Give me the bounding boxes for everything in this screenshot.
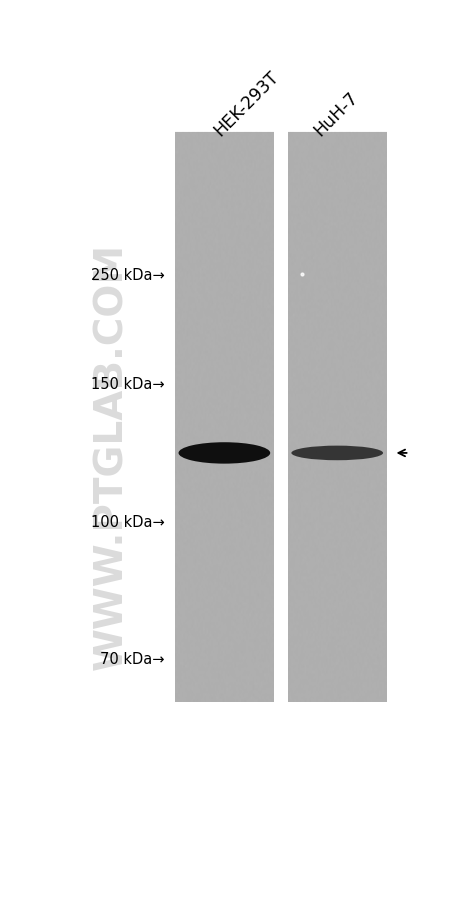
Text: HuH-7: HuH-7 xyxy=(311,88,362,140)
Text: 250 kDa→: 250 kDa→ xyxy=(91,267,164,282)
Bar xyxy=(175,133,274,702)
Text: 70 kDa→: 70 kDa→ xyxy=(100,651,164,666)
Text: 150 kDa→: 150 kDa→ xyxy=(91,376,164,391)
Text: 100 kDa→: 100 kDa→ xyxy=(91,514,164,529)
Ellipse shape xyxy=(291,446,383,461)
Text: WWW.PTGLAB.COM: WWW.PTGLAB.COM xyxy=(92,242,131,669)
Bar xyxy=(288,133,387,702)
Ellipse shape xyxy=(178,443,270,465)
Text: HEK-293T: HEK-293T xyxy=(210,68,282,140)
